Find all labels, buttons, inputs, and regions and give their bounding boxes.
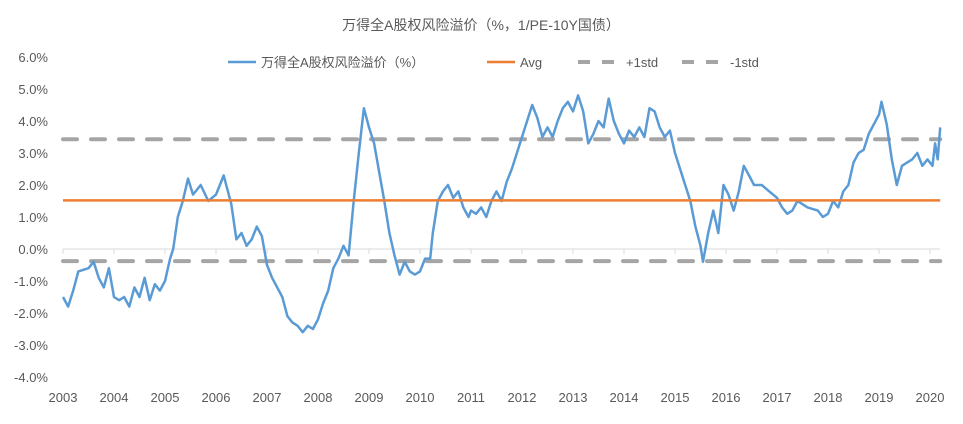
reference-lines <box>61 137 943 264</box>
x-tick-label: 2006 <box>202 390 231 405</box>
y-tick-label: -4.0% <box>14 370 48 385</box>
y-tick-label: 2.0% <box>18 178 48 193</box>
x-tick-label: 2016 <box>712 390 741 405</box>
x-tick-label: 2010 <box>406 390 435 405</box>
y-tick-label: 4.0% <box>18 114 48 129</box>
x-tick-label: 2005 <box>151 390 180 405</box>
legend-label: Avg <box>520 55 542 70</box>
y-tick-label: 3.0% <box>18 146 48 161</box>
x-tick-label: 2019 <box>865 390 894 405</box>
x-tick-label: 2014 <box>610 390 639 405</box>
y-tick-label: -2.0% <box>14 306 48 321</box>
y-tick-label: 0.0% <box>18 242 48 257</box>
y-tick-label: -3.0% <box>14 338 48 353</box>
x-tick-label: 2015 <box>661 390 690 405</box>
x-tick-label: 2011 <box>457 390 485 405</box>
chart-title: 万得全A股权风险溢价（%，1/PE-10Y国债） <box>342 17 620 33</box>
y-tick-label: -1.0% <box>14 274 48 289</box>
x-tick-label: 2009 <box>355 390 384 405</box>
x-tick-label: 2018 <box>814 390 843 405</box>
y-tick-label: 6.0% <box>18 50 48 65</box>
x-tick-label: 2007 <box>253 390 282 405</box>
y-tick-label: 5.0% <box>18 82 48 97</box>
x-tick-label: 2008 <box>304 390 333 405</box>
legend: 万得全A股权风险溢价（%） Avg +1std -1std <box>228 55 759 70</box>
y-axis: 6.0% 5.0% 4.0% 3.0% 2.0% 1.0% 0.0% -1.0% -2.0% -3… <box>14 50 48 385</box>
x-tick-label: 2012 <box>508 390 537 405</box>
series-layer <box>61 94 942 334</box>
x-tick-label: 2004 <box>100 390 129 405</box>
legend-label: 万得全A股权风险溢价（%） <box>261 55 424 70</box>
x-tick-label: 2017 <box>763 390 792 405</box>
series-risk-premium-line <box>61 94 942 334</box>
y-tick-label: 1.0% <box>18 210 48 225</box>
x-tick-label: 2003 <box>49 390 78 405</box>
x-axis: 2003 2004 2005 2006 2007 2008 2009 2010 2011 2012… <box>49 248 945 405</box>
x-tick-label: 2013 <box>559 390 588 405</box>
legend-label: -1std <box>730 55 759 70</box>
legend-label: +1std <box>626 55 658 70</box>
x-tick-label: 2020 <box>916 390 945 405</box>
